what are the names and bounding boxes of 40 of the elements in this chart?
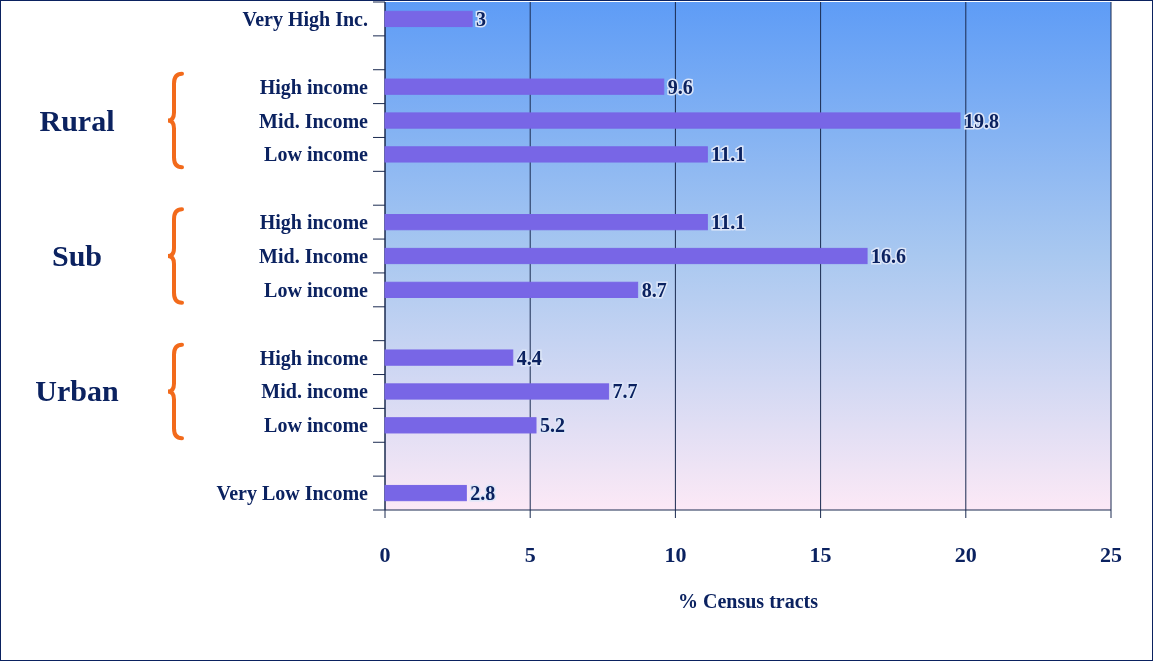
data-label: 2.8	[470, 482, 496, 505]
bar	[384, 146, 708, 163]
bar	[384, 383, 610, 400]
y-tick-label: High income	[259, 75, 369, 99]
y-tick-label: Very High Inc.	[242, 7, 368, 31]
bar	[384, 112, 961, 129]
y-tick-label: Low income	[264, 278, 369, 301]
x-tick-label: 5	[524, 542, 536, 567]
bar	[384, 281, 639, 298]
y-tick-label: Mid. income	[261, 380, 369, 403]
y-tick-label: High income	[259, 211, 369, 235]
data-label: 5.2	[540, 414, 566, 437]
bar	[384, 417, 537, 434]
bar	[384, 78, 665, 95]
x-tick-label: 10	[664, 542, 687, 567]
bar	[384, 10, 473, 28]
bar	[384, 484, 467, 502]
x-tick-label: 0	[379, 542, 391, 567]
data-label: 8.7	[641, 278, 667, 301]
x-tick-label: 25	[1100, 542, 1122, 567]
y-tick-label: Very Low Income	[216, 482, 369, 506]
y-tick-label: Low income	[264, 143, 369, 166]
bar	[384, 214, 708, 231]
bar	[384, 349, 514, 366]
data-label: 7.7	[612, 380, 638, 403]
x-tick-label: 15	[809, 542, 832, 567]
y-tick-label: Mid. Income	[259, 109, 369, 132]
bar	[384, 247, 868, 265]
y-tick-label: High income	[259, 346, 369, 370]
text: Urban	[35, 374, 119, 408]
text: Sub	[51, 239, 103, 272]
data-label: 16.6	[871, 245, 907, 267]
x-tick-label: 20	[954, 542, 977, 567]
data-label: 3	[476, 7, 487, 30]
y-tick-label: Mid. Income	[259, 245, 369, 267]
y-tick-label: Low income	[264, 414, 369, 437]
data-label: 11.1	[711, 143, 746, 166]
x-axis-title: % Census tracts	[678, 590, 819, 612]
text: Rural	[39, 103, 115, 137]
data-label: 11.1	[711, 211, 746, 234]
